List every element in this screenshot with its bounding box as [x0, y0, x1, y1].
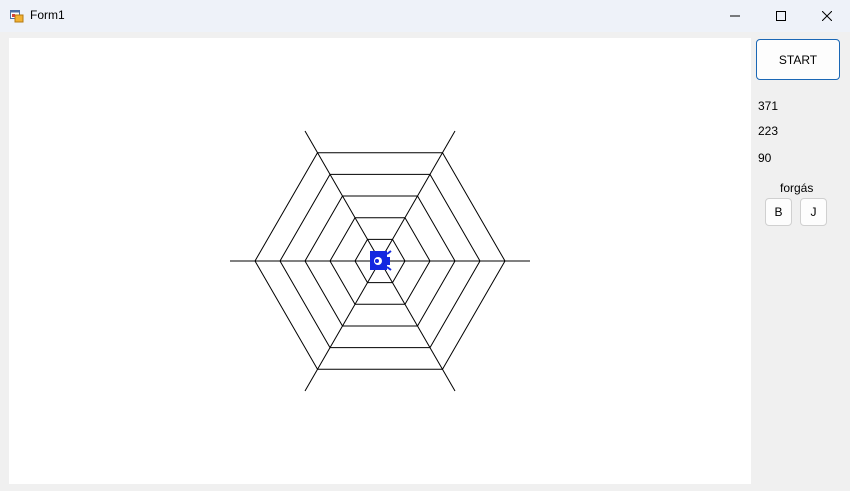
start-button[interactable]: START — [756, 39, 840, 80]
web-ring — [254, 152, 506, 370]
x-value-label: 371 — [758, 99, 779, 113]
rotation-label: forgás — [780, 181, 814, 195]
angle-value-label: 90 — [758, 151, 772, 165]
rotate-left-button[interactable]: B — [765, 198, 792, 226]
web-ring — [354, 238, 406, 284]
web-ring — [304, 195, 456, 327]
maximize-icon — [776, 11, 786, 21]
y-value-label: 223 — [758, 124, 779, 138]
close-icon — [822, 11, 832, 21]
window-title: Form1 — [30, 8, 65, 22]
drawing-canvas[interactable] — [9, 38, 751, 484]
spider-icon[interactable] — [370, 250, 392, 271]
form-app-icon — [10, 10, 24, 23]
web-ring — [329, 217, 431, 305]
spider-web — [230, 130, 530, 392]
title-bar[interactable]: Form1 — [0, 0, 850, 32]
rotate-right-button[interactable]: J — [800, 198, 827, 226]
minimize-icon — [730, 15, 740, 17]
web-ring — [279, 173, 481, 349]
minimize-button[interactable] — [712, 0, 758, 32]
close-button[interactable] — [804, 0, 850, 32]
maximize-button[interactable] — [758, 0, 804, 32]
